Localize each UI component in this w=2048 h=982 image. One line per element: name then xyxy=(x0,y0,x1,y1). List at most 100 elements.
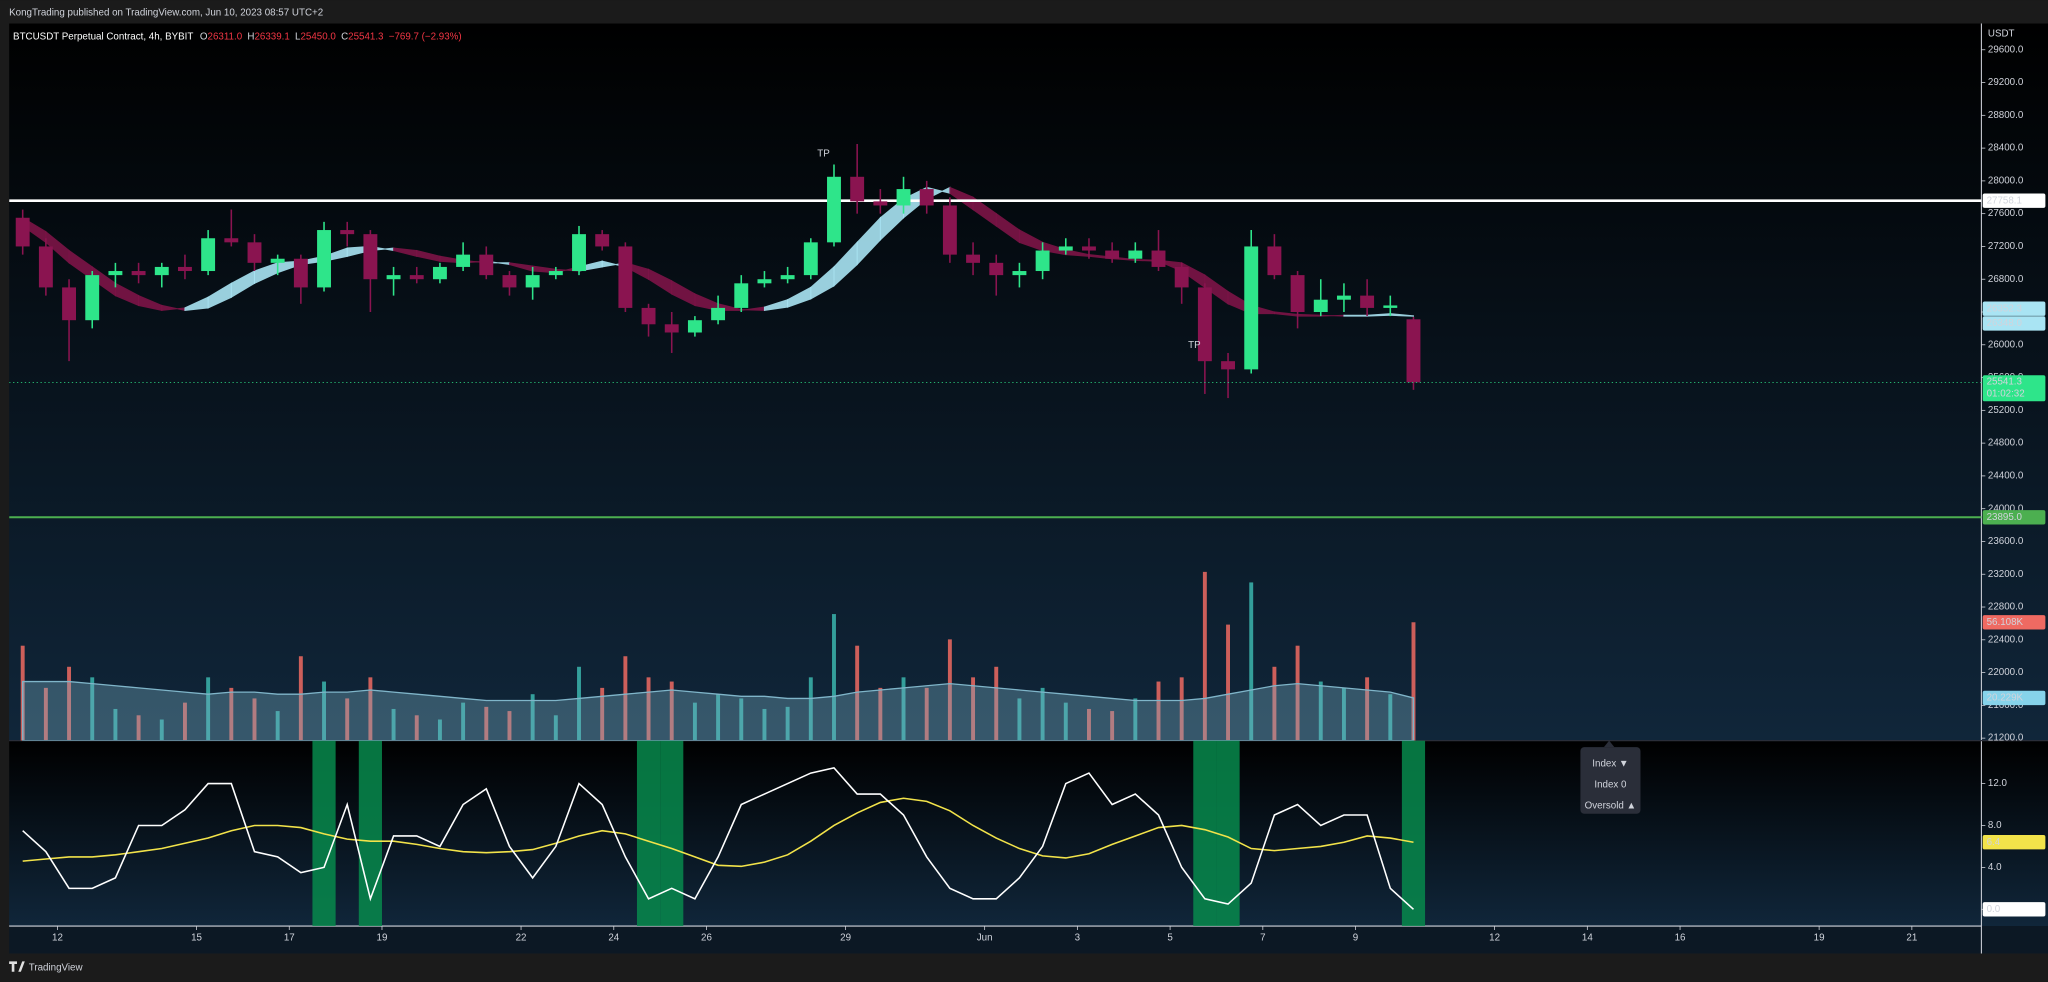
candle-body xyxy=(896,189,911,206)
index-label: 0.0 xyxy=(1982,902,2046,917)
x-tick-label: 22 xyxy=(516,932,527,943)
signal-label-text: 6.4 xyxy=(1987,837,2001,848)
candle-body xyxy=(85,275,100,321)
symbol: BTCUSDT Perpetual Contract, 4h, BYBIT xyxy=(13,31,193,42)
y-tick-label: 28000.0 xyxy=(1988,175,2024,186)
volume-bar xyxy=(1063,702,1068,741)
volume-ma-area xyxy=(22,680,1415,741)
countdown: 01:02:32 xyxy=(1987,389,2025,400)
candle-body xyxy=(1105,250,1120,259)
level-label-text: 27758.1 xyxy=(1987,195,2022,206)
oscillator-plot xyxy=(22,740,1426,927)
volume-bar xyxy=(855,645,860,741)
legend-entry: Index ▼ xyxy=(1592,759,1628,770)
candle-body xyxy=(270,258,285,263)
x-tick-label: 26 xyxy=(701,932,712,943)
volume-bar xyxy=(553,715,558,741)
candle-body xyxy=(340,230,355,235)
candle-body xyxy=(618,246,633,308)
volume-bar xyxy=(1272,666,1277,741)
y-tick-label: 28800.0 xyxy=(1988,110,2024,121)
x-tick-label: 7 xyxy=(1260,932,1265,943)
popup-pointer xyxy=(1603,740,1615,748)
candle-body xyxy=(711,307,726,321)
candle-body xyxy=(432,266,447,280)
x-tick-label: 19 xyxy=(1814,932,1825,943)
candle-body xyxy=(873,201,888,206)
volume-bar xyxy=(252,698,257,741)
candle-body xyxy=(201,238,216,272)
x-tick-label: 12 xyxy=(52,932,63,943)
popup-box xyxy=(1580,747,1641,814)
y-tick-label: 27600.0 xyxy=(1988,208,2024,219)
volume-bar xyxy=(1341,687,1346,741)
volume-bar xyxy=(832,614,836,741)
brand-name: TradingView xyxy=(29,962,84,973)
candle-body xyxy=(386,275,401,280)
volume-ma-label-text: 20.229K xyxy=(1987,693,2024,704)
signal-label-box xyxy=(1982,835,2046,850)
volume-label-box xyxy=(1982,615,2046,630)
y-tick-label: 23200.0 xyxy=(1988,569,2024,580)
volume-bar xyxy=(785,706,790,741)
candle-body xyxy=(479,254,494,276)
candle-body xyxy=(734,283,749,308)
candle-body xyxy=(803,242,818,276)
volume-bar xyxy=(971,677,976,741)
ohlc-value: 25450.0 xyxy=(300,31,336,42)
oversold-band xyxy=(358,740,382,927)
y-tick-label: 29200.0 xyxy=(1988,77,2024,88)
volume-bar xyxy=(391,708,396,741)
ribbon-label: 26352.3 xyxy=(1982,301,2046,316)
volume-bar xyxy=(1202,571,1207,741)
candle-body xyxy=(827,176,841,243)
x-tick-label: 21 xyxy=(1906,932,1917,943)
y-tick-label: 23600.0 xyxy=(1988,536,2024,547)
x-tick-label: 24 xyxy=(608,932,619,943)
volume-bar xyxy=(947,639,952,741)
volume-bar xyxy=(461,702,466,741)
ohlc-value: 26339.1 xyxy=(254,31,289,42)
x-tick-label: 12 xyxy=(1489,932,1500,943)
oscillator-line xyxy=(22,766,1415,910)
candle-body xyxy=(664,324,679,333)
volume-bar xyxy=(530,694,535,741)
candle-body xyxy=(1244,246,1259,370)
candle-body xyxy=(525,275,540,288)
oversold-band xyxy=(1216,740,1240,927)
ohlc-label: H xyxy=(247,31,254,42)
candle-body xyxy=(1151,250,1166,267)
volume-bar xyxy=(716,694,721,741)
ribbon-label-text: 26352.3 xyxy=(1987,303,2023,314)
volume-bar xyxy=(113,708,118,741)
oversold-band xyxy=(636,740,661,927)
candle-body xyxy=(502,275,517,288)
volume-bar xyxy=(994,666,999,741)
x-tick-label: 19 xyxy=(377,932,388,943)
candle-body xyxy=(131,271,146,276)
ohlc-label: C xyxy=(341,31,348,42)
ribbon-label-box xyxy=(1982,316,2046,331)
y-tick-label: 22800.0 xyxy=(1988,602,2024,613)
oscillator-pane xyxy=(9,740,2048,927)
volume-bar xyxy=(90,677,95,741)
level-label-text: 23895.0 xyxy=(1987,512,2023,523)
volume-bar xyxy=(1388,694,1393,741)
volume-bar xyxy=(901,677,906,741)
level-label: 23895.0 xyxy=(1982,510,2046,525)
volume-ma-label: 20.229K xyxy=(1982,690,2046,706)
volume-bar xyxy=(1110,711,1115,741)
ohlc-label: O xyxy=(200,31,208,42)
volume-bar xyxy=(229,687,234,741)
candle-body xyxy=(317,230,331,288)
index-label-box xyxy=(1982,902,2046,917)
volume-bar xyxy=(692,702,697,741)
volume-label: 56.108K xyxy=(1982,615,2046,630)
osc-y-tick-label: 12.0 xyxy=(1988,778,2008,789)
candle-body xyxy=(62,287,77,321)
candle-body xyxy=(919,189,934,206)
candle-body xyxy=(687,320,702,333)
volume-bar xyxy=(1226,624,1231,741)
y-tick-label: 24000.0 xyxy=(1988,503,2024,514)
